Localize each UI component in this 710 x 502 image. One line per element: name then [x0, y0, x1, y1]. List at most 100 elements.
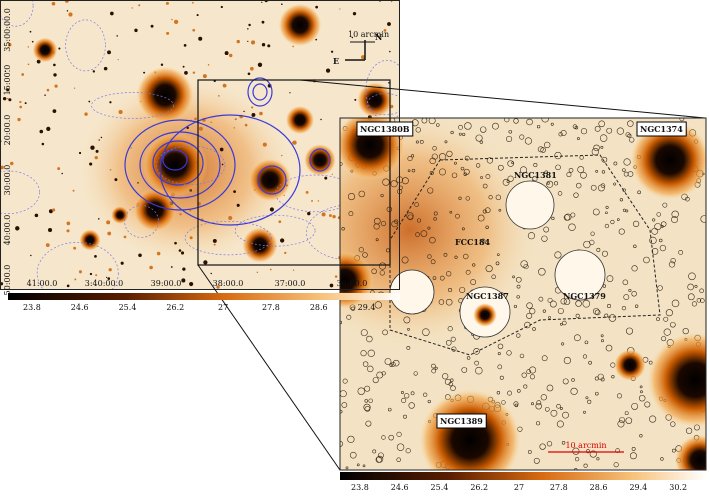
- source: [461, 227, 465, 231]
- source: [362, 252, 368, 258]
- source: [444, 140, 448, 144]
- source: [460, 166, 465, 171]
- star: [284, 251, 287, 255]
- star: [198, 126, 203, 131]
- galaxy: [32, 37, 58, 63]
- source: [477, 214, 485, 222]
- contour: [257, 165, 287, 195]
- star: [269, 268, 272, 271]
- star: [53, 63, 56, 67]
- source: [562, 320, 567, 326]
- galaxy: [340, 118, 406, 181]
- star: [233, 127, 236, 129]
- star: [387, 22, 391, 26]
- source: [475, 163, 481, 168]
- source: [656, 317, 660, 322]
- source: [470, 279, 477, 285]
- source: [443, 253, 448, 257]
- source: [438, 299, 445, 305]
- source: [541, 118, 549, 123]
- left-frame: [0, 0, 400, 290]
- source: [631, 291, 637, 297]
- source: [649, 415, 657, 423]
- star: [236, 203, 240, 207]
- source: [491, 274, 496, 280]
- source: [526, 118, 533, 126]
- star: [116, 35, 118, 37]
- star: [320, 118, 322, 121]
- source: [546, 384, 554, 392]
- source: [446, 271, 452, 277]
- star: [45, 243, 50, 247]
- star: [389, 50, 391, 53]
- star: [107, 231, 112, 236]
- star: [329, 283, 334, 288]
- source: [688, 272, 696, 281]
- source: [659, 244, 667, 252]
- galaxy: [674, 434, 706, 470]
- source: [365, 420, 372, 427]
- star: [198, 36, 203, 41]
- source: [438, 153, 447, 161]
- source: [625, 209, 629, 213]
- source: [498, 208, 502, 212]
- source: [472, 263, 476, 267]
- source: [450, 385, 456, 391]
- contour: [309, 148, 331, 172]
- source: [536, 400, 542, 406]
- source: [403, 316, 411, 324]
- star: [138, 253, 142, 258]
- source: [559, 407, 563, 410]
- star: [106, 276, 108, 278]
- source: [414, 202, 420, 207]
- source: [619, 417, 626, 424]
- colorbar-tick-label: 24.6: [71, 303, 89, 312]
- source: [432, 276, 437, 280]
- star: [92, 70, 96, 73]
- source: [366, 335, 373, 343]
- source: [594, 376, 599, 381]
- star: [354, 98, 357, 101]
- source: [544, 406, 550, 412]
- source: [592, 308, 600, 315]
- source: [604, 223, 610, 229]
- source: [585, 449, 591, 454]
- source: [436, 123, 440, 127]
- star: [39, 129, 44, 134]
- source: [341, 227, 345, 231]
- contour: [162, 149, 188, 171]
- source: [360, 329, 368, 337]
- source: [631, 446, 636, 451]
- source: [577, 137, 580, 140]
- star: [179, 213, 182, 216]
- star: [94, 255, 97, 258]
- source: [568, 168, 574, 173]
- galaxy: [136, 66, 194, 124]
- source: [406, 345, 411, 350]
- star: [123, 235, 127, 239]
- source: [622, 188, 626, 192]
- star: [174, 241, 177, 245]
- source: [516, 284, 521, 289]
- source: [665, 309, 673, 317]
- star: [74, 278, 77, 281]
- source: [539, 443, 546, 450]
- source: [442, 373, 449, 380]
- source: [663, 316, 669, 322]
- source: [451, 346, 457, 352]
- source: [386, 206, 393, 213]
- star: [259, 111, 263, 116]
- source: [444, 378, 451, 385]
- left-image: [0, 0, 400, 290]
- galaxy: [285, 105, 315, 135]
- source: [430, 259, 436, 265]
- source: [465, 196, 470, 201]
- source: [492, 122, 499, 130]
- source: [387, 407, 392, 412]
- star: [52, 208, 56, 212]
- source: [431, 368, 437, 374]
- star: [107, 277, 111, 280]
- source: [429, 157, 436, 165]
- star: [90, 145, 95, 150]
- star: [236, 39, 240, 44]
